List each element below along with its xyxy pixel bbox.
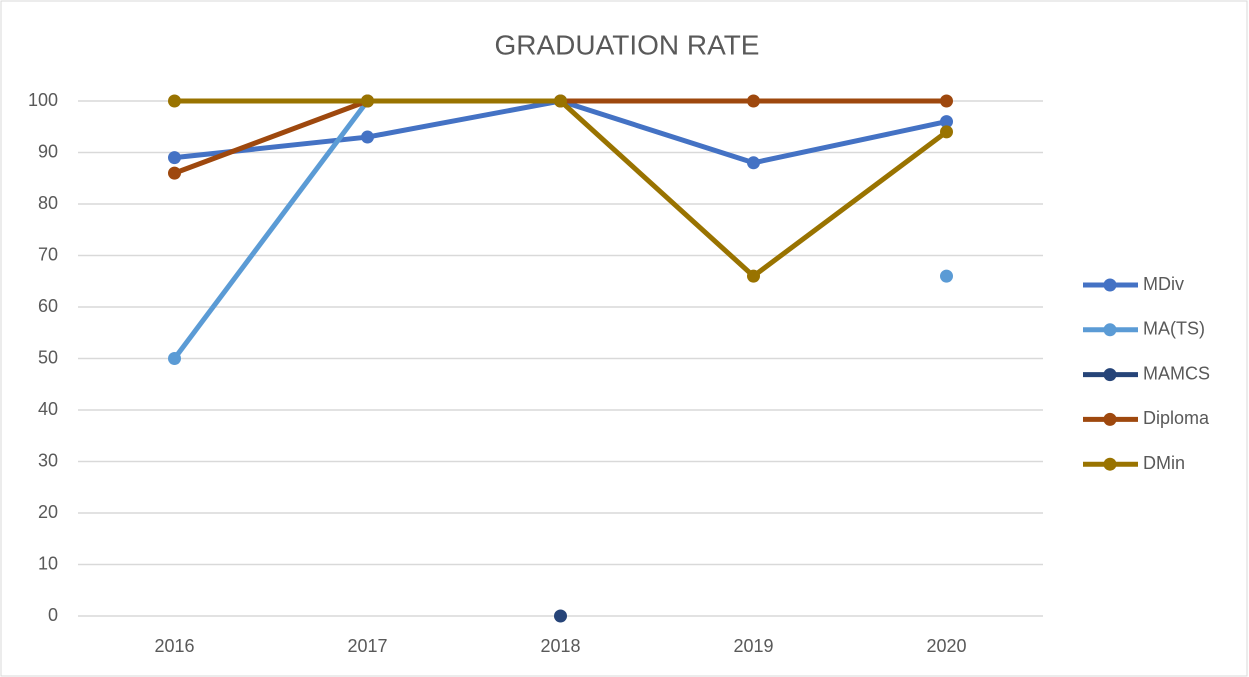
point: [940, 94, 953, 108]
y-tick-label: 20: [38, 502, 58, 522]
point: [554, 94, 567, 108]
y-tick-label: 70: [38, 244, 58, 264]
legend-label: DMin: [1143, 453, 1185, 473]
point: [554, 609, 567, 623]
legend-label: Diploma: [1143, 408, 1210, 428]
x-tick-label: 2017: [347, 636, 387, 656]
legend-marker: [1103, 368, 1117, 382]
point: [361, 94, 374, 108]
y-tick-label: 80: [38, 193, 58, 213]
point: [168, 94, 181, 108]
x-tick-label: 2019: [733, 636, 773, 656]
point: [168, 352, 181, 365]
x-tick-label: 2020: [926, 636, 966, 656]
legend-label: MDiv: [1143, 274, 1184, 294]
y-tick-label: 90: [38, 141, 58, 161]
legend-label: MA(TS): [1143, 319, 1205, 339]
y-tick-label: 10: [38, 553, 58, 573]
legend-marker: [1103, 412, 1117, 426]
legend-marker: [1103, 323, 1117, 337]
point: [940, 115, 953, 129]
point: [361, 130, 374, 144]
legend-label: MAMCS: [1143, 363, 1210, 383]
point: [168, 151, 181, 165]
y-tick-label: 30: [38, 450, 58, 470]
point: [747, 94, 760, 108]
y-tick-label: 100: [28, 90, 58, 110]
legend-marker: [1103, 278, 1117, 292]
legend-marker: [1103, 457, 1117, 471]
point: [747, 156, 760, 170]
x-tick-label: 2016: [154, 636, 194, 656]
point: [168, 166, 181, 180]
y-tick-label: 40: [38, 399, 58, 419]
point: [940, 269, 953, 283]
y-tick-label: 50: [38, 347, 58, 367]
y-tick-label: 0: [48, 605, 58, 625]
point: [940, 125, 953, 139]
point: [747, 269, 760, 283]
x-tick-label: 2018: [540, 636, 580, 656]
chart-title: GRADUATION RATE: [495, 29, 760, 60]
y-tick-label: 60: [38, 296, 58, 316]
